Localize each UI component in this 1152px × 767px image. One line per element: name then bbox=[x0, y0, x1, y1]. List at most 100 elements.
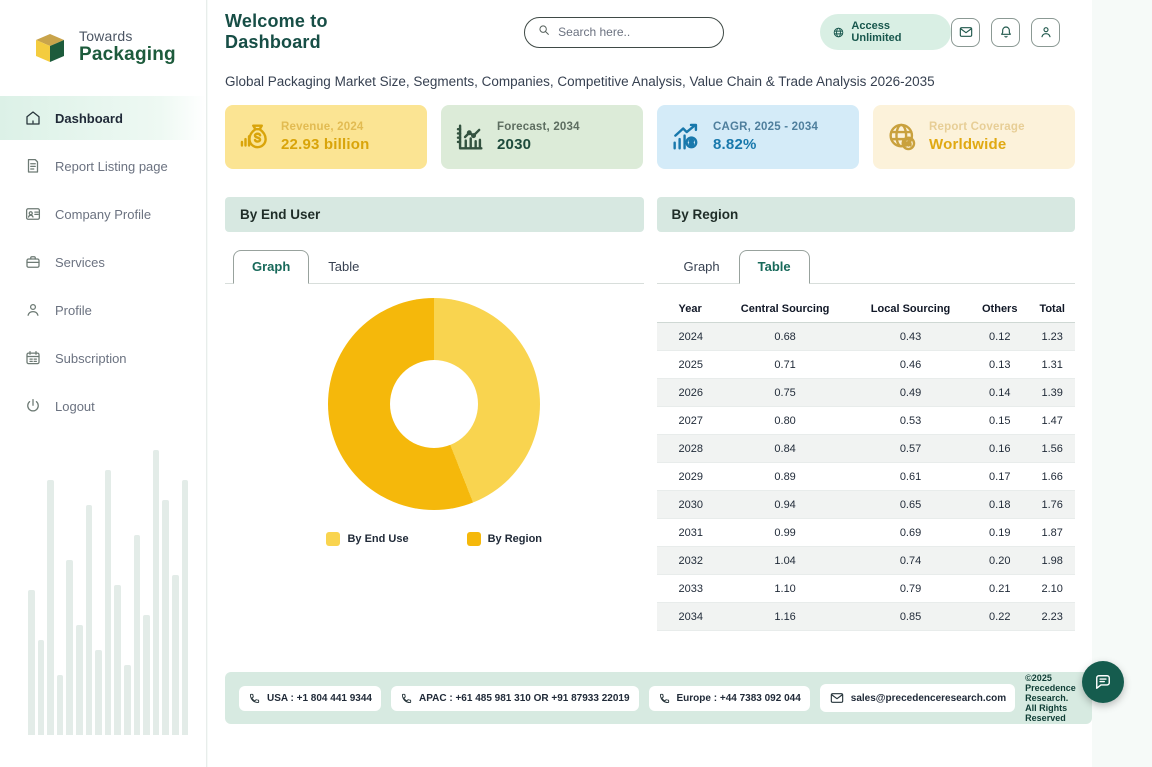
watermark-bar bbox=[85, 505, 93, 735]
legend-label: By Region bbox=[487, 533, 543, 545]
sidebar-item-label: Report Listing page bbox=[55, 158, 168, 174]
messages-button[interactable] bbox=[951, 17, 980, 47]
table-cell: 2026 bbox=[656, 378, 720, 407]
forecast-chart-icon bbox=[453, 120, 487, 154]
watermark-bar bbox=[171, 575, 179, 735]
brand-name-top: Towards bbox=[79, 28, 133, 44]
table-cell: 0.74 bbox=[850, 546, 971, 575]
phone-icon bbox=[248, 692, 261, 705]
globe-badge-icon bbox=[832, 26, 845, 39]
watermark-bar bbox=[114, 585, 121, 735]
sidebar-item-report-listing-page[interactable]: Report Listing page bbox=[0, 144, 206, 188]
legend-item-by-end-use: By End Use bbox=[326, 532, 409, 546]
tab-graph-region[interactable]: Graph bbox=[683, 259, 720, 274]
sidebar-item-subscription[interactable]: Subscription bbox=[0, 336, 206, 380]
stat-card-value: Worldwide bbox=[929, 136, 1007, 153]
search-box[interactable] bbox=[524, 16, 725, 48]
table-cell: 0.22 bbox=[970, 602, 1030, 631]
chart-legend: By End Use By Region bbox=[225, 532, 644, 546]
table-cell: 2030 bbox=[656, 490, 720, 519]
sidebar-item-label: Profile bbox=[55, 302, 92, 318]
table-cell: 0.94 bbox=[719, 490, 851, 519]
stat-card-report-coverage: Report Coverage Worldwide bbox=[873, 105, 1075, 169]
column-header-local-sourcing: Local Sourcing bbox=[850, 296, 971, 323]
report-icon bbox=[24, 157, 42, 175]
column-header-central-sourcing: Central Sourcing bbox=[719, 296, 851, 323]
table-cell: 0.49 bbox=[850, 378, 971, 407]
sidebar-item-label: Company Profile bbox=[55, 206, 152, 222]
contact-chip-label: Europe : +44 7383 092 044 bbox=[676, 692, 801, 704]
watermark-bar bbox=[123, 665, 131, 735]
sidebar-item-label: Services bbox=[55, 254, 105, 270]
mail-icon bbox=[829, 690, 845, 706]
table-cell: 0.65 bbox=[850, 490, 971, 519]
phone-icon bbox=[658, 692, 671, 705]
chat-button[interactable] bbox=[1082, 661, 1124, 703]
donut-chart-area: By End Use By Region bbox=[225, 284, 644, 546]
money-bag-icon bbox=[237, 120, 271, 154]
page-title: Welcome to Dashboard bbox=[225, 11, 328, 52]
table-cell: 2025 bbox=[656, 350, 720, 379]
table-cell: 0.15 bbox=[970, 406, 1030, 435]
stat-card-cagr-2025-2034: CAGR, 2025 - 2034 8.82% bbox=[657, 105, 859, 169]
table-cell: 2028 bbox=[656, 434, 720, 463]
watermark-bar bbox=[143, 615, 150, 735]
stat-card-forecast-2034: Forecast, 2034 2030 bbox=[441, 105, 643, 169]
watermark-bar bbox=[104, 470, 112, 735]
table-cell: 0.17 bbox=[970, 462, 1030, 491]
brand-cube-icon bbox=[36, 34, 64, 62]
table-cell: 1.98 bbox=[1029, 546, 1075, 575]
brand-logo[interactable]: Towards Packaging bbox=[0, 0, 206, 68]
table-row: 2028 0.84 0.57 0.16 1.56 bbox=[656, 434, 1075, 463]
access-unlimited-badge: Access Unlimited bbox=[820, 14, 951, 50]
sidebar-item-profile[interactable]: Profile bbox=[0, 288, 206, 332]
table-cell: 2.10 bbox=[1029, 574, 1075, 603]
panel-by-region: By Region Graph Table Year Central Sourcin… bbox=[656, 197, 1075, 631]
user-icon bbox=[1038, 24, 1054, 40]
table-cell: 0.85 bbox=[850, 602, 971, 631]
sidebar-item-logout[interactable]: Logout bbox=[0, 384, 206, 428]
table-cell: 0.12 bbox=[970, 322, 1030, 351]
legend-item-by-region: By Region bbox=[466, 532, 543, 546]
watermark-bar bbox=[133, 535, 141, 735]
table-cell: 2034 bbox=[656, 602, 720, 631]
search-input[interactable] bbox=[558, 25, 709, 39]
table-cell: 0.71 bbox=[719, 350, 851, 379]
region-table: Year Central Sourcing Local Sourcing Others… bbox=[656, 296, 1075, 631]
contact-chip-label: sales@precedenceresearch.com bbox=[850, 692, 1007, 704]
stat-card-value: 22.93 billion bbox=[281, 136, 370, 153]
contact-chip[interactable]: APAC : +61 485 981 310 OR +91 87933 2201… bbox=[390, 685, 639, 711]
phone-icon bbox=[400, 692, 413, 705]
contact-chip-label: USA : +1 804 441 9344 bbox=[267, 692, 372, 704]
sidebar-item-dashboard[interactable]: Dashboard bbox=[0, 96, 206, 140]
table-cell: 1.87 bbox=[1029, 518, 1075, 547]
table-cell: 0.21 bbox=[970, 574, 1030, 603]
sidebar-item-company-profile[interactable]: Company Profile bbox=[0, 192, 206, 236]
access-badge-label: Access Unlimited bbox=[851, 20, 902, 44]
table-cell: 0.68 bbox=[719, 322, 851, 351]
contact-chip[interactable]: USA : +1 804 441 9344 bbox=[239, 685, 381, 711]
table-cell: 0.18 bbox=[970, 490, 1030, 519]
notifications-button[interactable] bbox=[991, 17, 1020, 47]
table-cell: 1.04 bbox=[719, 546, 851, 575]
table-cell: 2024 bbox=[656, 322, 720, 351]
donut-chart[interactable] bbox=[328, 298, 541, 510]
table-row: 2029 0.89 0.61 0.17 1.66 bbox=[656, 462, 1075, 491]
contact-footer: USA : +1 804 441 9344 APAC : +61 485 981 … bbox=[225, 672, 1092, 724]
account-button[interactable] bbox=[1031, 17, 1060, 47]
tab-table-end-user[interactable]: Table bbox=[328, 259, 360, 274]
legend-swatch bbox=[326, 532, 341, 546]
contact-chip[interactable]: sales@precedenceresearch.com bbox=[819, 684, 1016, 712]
contact-chip[interactable]: Europe : +44 7383 092 044 bbox=[648, 685, 810, 711]
stat-card-value: 8.82% bbox=[713, 136, 757, 153]
table-cell: 0.43 bbox=[850, 322, 971, 351]
watermark-bar bbox=[66, 560, 73, 735]
stat-card-label: CAGR, 2025 - 2034 bbox=[713, 121, 819, 133]
sidebar-item-services[interactable]: Services bbox=[0, 240, 206, 284]
table-cell: 0.20 bbox=[970, 546, 1030, 575]
globe-icon bbox=[885, 120, 919, 154]
table-row: 2033 1.10 0.79 0.21 2.10 bbox=[656, 574, 1075, 603]
tab-graph-end-user[interactable]: Graph bbox=[233, 250, 310, 284]
tab-table-region[interactable]: Table bbox=[738, 250, 810, 284]
